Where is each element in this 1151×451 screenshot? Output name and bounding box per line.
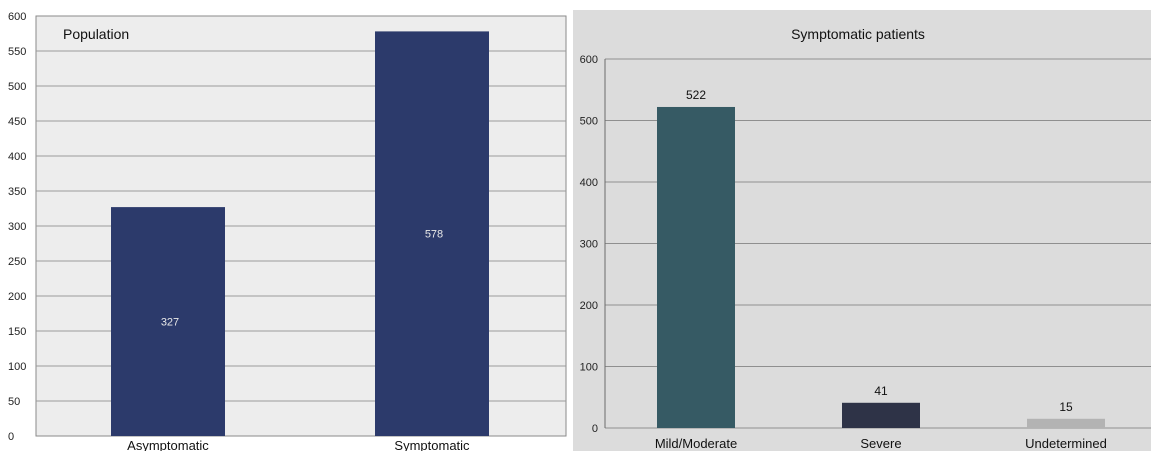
population-bar-value-label: 327 [161, 317, 179, 329]
population-y-tick-label: 450 [8, 116, 26, 128]
population-chart-title: Population [63, 26, 129, 42]
symptomatic-bar [842, 402, 920, 428]
symptomatic-y-tick-label: 100 [580, 362, 598, 374]
population-y-tick-label: 350 [8, 186, 26, 198]
population-y-tick-label: 50 [8, 396, 20, 408]
population-y-tick-label: 550 [8, 46, 26, 58]
population-y-tick-label: 0 [8, 431, 14, 443]
population-bar-value-label: 578 [425, 229, 443, 241]
symptomatic-chart: 0 100 200 300 400 500 600 522 41 15 Mild/Moderat… [573, 10, 1151, 451]
symptomatic-y-tick-label: 500 [580, 116, 598, 128]
population-bars: 327 578 [111, 31, 489, 437]
population-x-tick-label: Asymptomatic [127, 438, 209, 451]
population-y-tick-label: 300 [8, 221, 26, 233]
population-x-tick-label: Symptomatic [394, 438, 470, 451]
symptomatic-y-tick-label: 0 [592, 423, 598, 435]
symptomatic-x-tick-label: Mild/Moderate [655, 436, 737, 451]
population-y-tick-label: 600 [8, 11, 26, 23]
symptomatic-bars: 522 41 15 [657, 88, 1105, 428]
symptomatic-y-axis: 0 100 200 300 400 500 600 [580, 54, 598, 435]
symptomatic-bar-value-label: 15 [1059, 400, 1073, 414]
population-bar [111, 207, 225, 436]
population-y-tick-label: 200 [8, 291, 26, 303]
symptomatic-bar [1027, 418, 1105, 428]
population-y-tick-label: 100 [8, 361, 26, 373]
symptomatic-bar-value-label: 41 [874, 384, 888, 398]
symptomatic-chart-title: Symptomatic patients [791, 26, 925, 42]
symptomatic-bar-value-label: 522 [686, 88, 706, 102]
population-y-tick-label: 150 [8, 326, 26, 338]
population-chart: 0 50 100 150 200 250 300 350 400 450 500 550 600 327… [0, 10, 570, 451]
symptomatic-y-tick-label: 200 [580, 300, 598, 312]
symptomatic-y-tick-label: 600 [580, 54, 598, 66]
symptomatic-x-tick-label: Undetermined [1025, 436, 1107, 451]
symptomatic-y-tick-label: 300 [580, 239, 598, 251]
population-y-tick-label: 400 [8, 151, 26, 163]
population-y-axis: 0 50 100 150 200 250 300 350 400 450 500 550 600 [8, 11, 26, 443]
population-y-tick-label: 500 [8, 81, 26, 93]
population-x-axis: Asymptomatic Symptomatic [127, 438, 470, 451]
symptomatic-x-axis: Mild/Moderate Severe Undetermined [655, 436, 1107, 451]
population-bar [375, 31, 489, 437]
symptomatic-x-tick-label: Severe [860, 436, 901, 451]
symptomatic-bar [657, 106, 735, 428]
population-y-tick-label: 250 [8, 256, 26, 268]
symptomatic-y-tick-label: 400 [580, 177, 598, 189]
